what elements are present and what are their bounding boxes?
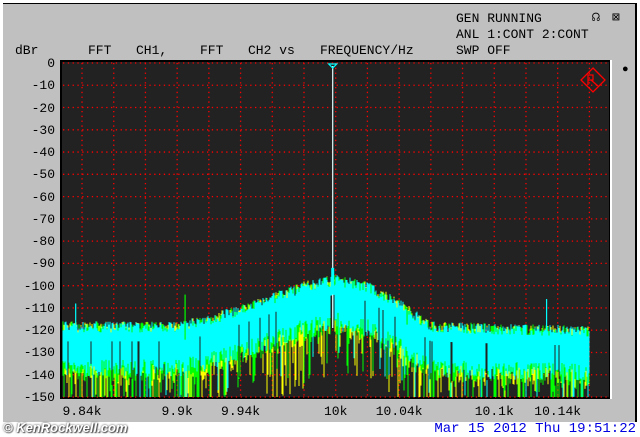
title-ch1: CH1, — [136, 43, 168, 58]
x-tick-label: 10.04k — [375, 404, 423, 419]
y-tick-label: -80 — [31, 234, 55, 250]
x-tick-label: 10.14k — [534, 404, 582, 419]
y-tick-label: 0 — [47, 56, 55, 71]
y-tick-label: -150 — [23, 390, 55, 405]
headphones-icon[interactable]: ☊ — [592, 10, 600, 25]
y-tick-label: -140 — [23, 367, 55, 383]
title-fft-1: FFT — [88, 43, 112, 58]
y-tick-label: -20 — [31, 100, 55, 116]
y-tick-label: -60 — [31, 189, 55, 205]
y-tick-label: -110 — [23, 300, 55, 316]
y-tick-label: -130 — [23, 345, 55, 361]
title-fft-2: FFT — [200, 43, 224, 58]
y-tick-label: -40 — [31, 145, 55, 161]
generator-status: GEN RUNNING — [456, 11, 542, 26]
y-axis-label: dBr — [15, 43, 39, 58]
x-tick-label: 9.94k — [221, 404, 261, 419]
x-tick-label: 9.9k — [161, 404, 193, 419]
title-ch2-vs: CH2 vs — [248, 43, 295, 58]
y-tick-label: -100 — [23, 278, 55, 294]
x-tick-label: 10.1k — [474, 404, 514, 419]
x-tick-label: 9.84k — [62, 404, 102, 419]
y-tick-label: -120 — [23, 323, 55, 339]
analyzer-status: ANL 1:CONT 2:CONT — [456, 27, 589, 42]
cursor-marker-icon[interactable]: ● — [622, 64, 629, 76]
datetime-readout: Mar 15 2012 Thu 19:51:22 — [434, 421, 636, 437]
y-tick-label: -10 — [31, 78, 55, 94]
analyzer-panel — [3, 3, 637, 422]
title-frequency: FREQUENCY/Hz — [320, 43, 414, 58]
y-tick-label: -70 — [31, 211, 55, 227]
y-tick-label: -30 — [31, 122, 55, 138]
speaker-muted-icon[interactable]: ⊠ — [612, 10, 620, 25]
x-tick-label: 10k — [324, 404, 348, 419]
y-tick-label: -50 — [31, 167, 55, 183]
watermark: © KenRockwell.com — [3, 420, 128, 435]
sweep-status: SWP OFF — [456, 43, 511, 58]
y-tick-label: -90 — [31, 256, 55, 272]
